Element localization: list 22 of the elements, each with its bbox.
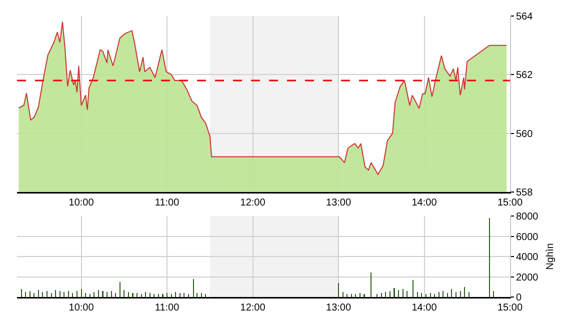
x-tick-label: 14:00 [412, 302, 438, 314]
y-tick-label: 4000 [516, 252, 539, 263]
x-tick-label: 10:00 [68, 302, 94, 314]
x-tick-label: 12:00 [240, 198, 266, 208]
x-tick-label: 15:00 [497, 302, 523, 314]
y-tick-label: 558 [516, 188, 534, 198]
x-tick-label: 15:00 [497, 198, 523, 208]
x-tick-label: 13:00 [326, 302, 352, 314]
y-tick-label: 2000 [516, 272, 539, 284]
y-tick-label: 0 [516, 292, 522, 304]
y-tick-label: 560 [516, 128, 534, 140]
x-tick-label: 10:00 [68, 198, 94, 208]
x-tick-label: 13:00 [326, 198, 352, 208]
x-tick-label: 11:00 [154, 302, 180, 314]
y-axis-title: Nghìn [545, 243, 556, 270]
x-tick-label: 12:00 [240, 302, 266, 314]
x-tick-label: 14:00 [412, 198, 438, 208]
y-tick-label: 8000 [516, 212, 539, 222]
y-tick-label: 562 [516, 70, 534, 82]
y-tick-label: 6000 [516, 232, 539, 243]
x-tick-label: 11:00 [154, 198, 180, 208]
y-tick-label: 564 [516, 12, 534, 22]
